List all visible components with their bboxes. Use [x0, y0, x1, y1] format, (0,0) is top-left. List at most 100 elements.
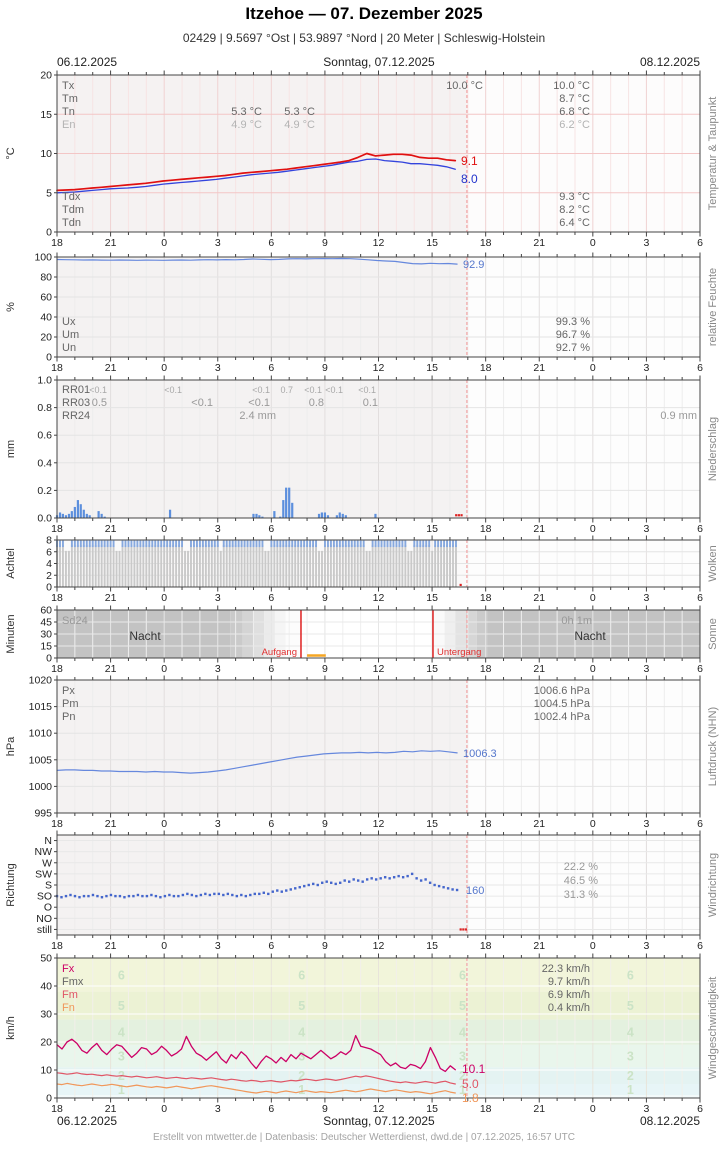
station-info: 02429 | 9.5697 °Ost | 53.9897 °Nord | 20… — [182, 31, 546, 45]
x-tick-label: 3 — [215, 362, 221, 374]
cloud-bar-cap — [276, 540, 279, 548]
cloud-bar-cap — [270, 540, 273, 548]
cloud-bar — [374, 544, 377, 587]
x-tick-label: 12 — [373, 523, 385, 535]
y-tick-label: 1010 — [29, 728, 53, 740]
beaufort-number: 4 — [459, 1026, 466, 1040]
cloud-bar-cap — [335, 540, 338, 548]
y-tick-label: 1.0 — [37, 375, 52, 387]
cloud-bar-cap — [207, 540, 210, 548]
stat-text: 1002.4 hPa — [534, 711, 591, 723]
cloud-bar-cap — [309, 540, 312, 548]
precip-bar — [374, 513, 377, 518]
cloud-bar — [112, 544, 115, 587]
precip-bar — [255, 513, 258, 518]
cloud-bar-cap — [285, 540, 288, 548]
x-tick-label: 21 — [533, 523, 545, 535]
stat-text: Pm — [62, 698, 79, 710]
cloud-bar — [94, 544, 97, 587]
cloud-bar-cap — [88, 540, 91, 548]
wind-dir-dot — [433, 883, 436, 887]
end-value-label: 9.1 — [461, 154, 478, 168]
stat-text: 10.0 °C — [446, 80, 483, 92]
stat-text: Tdx — [62, 191, 81, 203]
x-tick-label: 0 — [590, 237, 596, 249]
x-tick-label: 6 — [697, 237, 703, 249]
cloud-bar-cap — [237, 540, 240, 548]
panel-title: Temperatur & Taupunkt — [707, 97, 719, 211]
x-tick-label: 12 — [373, 818, 385, 830]
x-tick-label: 3 — [215, 592, 221, 604]
cloud-bar-cap — [243, 540, 246, 548]
x-tick-label: 12 — [373, 1103, 385, 1115]
cloud-bar — [377, 544, 380, 587]
cloud-bar-cap — [344, 540, 347, 548]
x-tick-label: 0 — [161, 663, 167, 675]
stat-text: Tm — [62, 93, 78, 105]
stat-text: 0.7 — [280, 385, 293, 395]
cloud-bar — [106, 544, 109, 587]
wind-dir-dot — [145, 894, 149, 898]
cloud-bar — [261, 544, 264, 587]
x-tick-label: 21 — [105, 592, 117, 604]
series-fm — [56, 1072, 456, 1085]
beaufort-number: 5 — [298, 999, 305, 1013]
cloud-bar — [452, 544, 454, 587]
beaufort-number: 1 — [627, 1083, 634, 1097]
cloud-bar — [190, 544, 192, 587]
cloud-bar — [449, 544, 451, 587]
cloud-bar — [350, 544, 353, 587]
wind-dir-dot — [437, 884, 441, 888]
cloud-bar-cap — [225, 540, 228, 548]
cloud-bar-cap — [353, 540, 356, 548]
cloud-bar-cap — [306, 540, 309, 548]
cloud-bar — [246, 544, 249, 587]
wind-dir-dot — [262, 891, 265, 894]
cloud-bar-cap — [326, 540, 329, 548]
y-tick-label: 100 — [34, 252, 52, 264]
end-value-label: 8.0 — [461, 172, 478, 186]
cloud-bar-cap — [103, 540, 106, 548]
stat-text: RR03 — [62, 397, 90, 409]
cloud-bar-cap — [139, 540, 142, 548]
cloud-bar-cap — [70, 540, 73, 548]
cloud-bar-cap — [347, 540, 350, 548]
precip-bar — [341, 513, 344, 518]
series-luftdruck — [56, 750, 458, 774]
stat-text: 4.9 °C — [231, 119, 262, 131]
x-tick-label: 0 — [590, 940, 596, 952]
cloud-bar-cap — [422, 540, 425, 548]
wind-dir-dot — [87, 894, 90, 898]
stat-text: Pn — [62, 711, 75, 723]
cloud-bar — [255, 544, 258, 587]
cloud-bar — [195, 544, 198, 587]
stat-text: 9.3 °C — [559, 191, 590, 203]
cloud-bar-cap — [383, 540, 386, 548]
stat-text: <0.1 — [304, 385, 322, 395]
cloud-bar — [401, 544, 404, 587]
cloud-bar-cap — [255, 540, 258, 548]
stat-text: En — [62, 119, 75, 131]
wind-dir-dot — [118, 894, 122, 898]
x-tick-label: 18 — [51, 1103, 63, 1115]
precip-bar — [58, 512, 62, 518]
cloud-bar — [193, 544, 195, 587]
cloud-bar — [219, 550, 222, 587]
stat-text: 4.9 °C — [284, 119, 315, 131]
y-tick-label: 0.0 — [37, 513, 52, 525]
stat-text: 6.9 km/h — [548, 989, 590, 1001]
cloud-bar-cap — [145, 540, 148, 548]
precip-bar — [73, 506, 76, 518]
x-tick-label: 6 — [268, 237, 274, 249]
cloud-bar-cap — [228, 540, 231, 548]
y-tick-label: 20 — [40, 70, 52, 82]
y-axis-label: % — [5, 302, 17, 312]
cloud-bar — [103, 544, 106, 587]
cloud-bar — [276, 544, 279, 587]
stat-text: Tdm — [62, 204, 84, 216]
beaufort-number: 2 — [459, 1069, 466, 1083]
cloud-bar-cap — [213, 540, 216, 548]
cloud-bar — [70, 544, 73, 587]
